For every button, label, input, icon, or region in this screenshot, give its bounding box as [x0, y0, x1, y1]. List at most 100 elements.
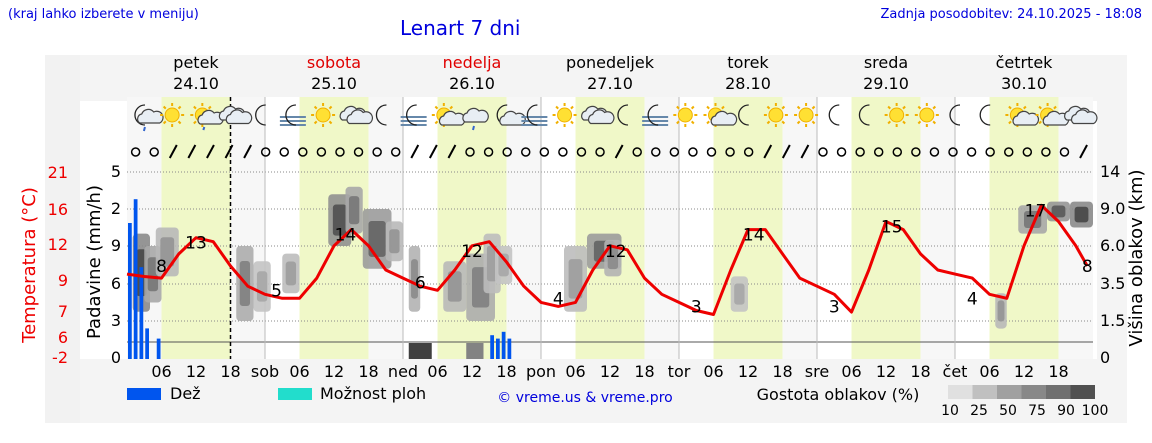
cloud-icon: [1064, 105, 1098, 125]
sun-ray: [1008, 120, 1012, 125]
wind-calm-icon: [260, 147, 271, 157]
temp-tick-label: 7: [58, 302, 68, 321]
sun-ray: [796, 120, 801, 125]
cloud-height-tick-label: 1.5: [1100, 311, 1125, 330]
wind-calm-icon: [706, 147, 717, 157]
wind-calm-icon: [743, 147, 754, 157]
temperature-line: [126, 203, 1089, 316]
hour-tick-label: 12: [600, 362, 620, 381]
sun-icon: [315, 107, 331, 123]
sun-ray: [902, 105, 906, 110]
sun-ray: [449, 105, 454, 110]
day-short-label: pon: [526, 362, 556, 381]
sun-icon: [552, 103, 577, 127]
sun-ray: [328, 105, 333, 110]
hour-tick-label: 18: [772, 362, 792, 381]
wind-barb-icon: [224, 144, 234, 159]
day-date: 24.10: [173, 74, 219, 93]
temperature-label: 13: [185, 234, 207, 254]
sun-icon: [884, 103, 909, 127]
rain-bar: [490, 335, 494, 359]
precip-tick-label: 3: [111, 311, 121, 330]
wind-calm-icon: [520, 147, 531, 157]
sun-cloud-icon: [1035, 103, 1070, 127]
cloud-density-core: [607, 247, 619, 270]
sun-ray: [932, 120, 937, 125]
wind-calm-icon: [1041, 147, 1051, 157]
cloud-density-swatch: [1046, 385, 1071, 399]
fog-icon: [400, 104, 427, 126]
sun-cloud-icon: [1005, 103, 1040, 127]
moon-icon: [617, 104, 629, 126]
wind-barb-icon: [447, 144, 457, 159]
day-header-bg: [80, 55, 1127, 101]
cloud-height-tick-label: 0: [1100, 348, 1110, 367]
daytime-band: [575, 97, 645, 359]
moon-icon: [647, 104, 659, 126]
sun-ray: [570, 105, 574, 110]
wind-calm-icon: [929, 147, 940, 157]
sun-ray: [796, 105, 801, 110]
daytime-band: [713, 97, 783, 359]
day-name: ponedeljek: [566, 53, 655, 72]
sun-ray: [766, 120, 771, 125]
moon-icon: [858, 104, 870, 126]
day-name: četrtek: [996, 53, 1054, 72]
cloud-height-tick-label: 3.5: [1100, 274, 1125, 293]
hour-tick-label: 12: [738, 362, 758, 381]
sun-ray: [676, 105, 680, 110]
moon-icon: [285, 104, 296, 126]
sun-icon: [914, 103, 939, 127]
wind-calm-icon: [372, 147, 382, 157]
low-cloud-block: [408, 343, 432, 359]
day-short-label: sre: [805, 362, 829, 381]
sun-ray: [434, 120, 439, 125]
wind-calm-icon: [911, 147, 921, 157]
cloud-density-core: [1074, 206, 1089, 223]
low-cloud-block: [466, 343, 484, 359]
sun-ray: [313, 120, 318, 125]
moon-icon: [979, 104, 991, 126]
day-name: torek: [727, 53, 769, 72]
cloud-density-swatch: [948, 385, 973, 399]
wind-calm-icon: [130, 147, 141, 157]
day-name: petek: [173, 53, 219, 72]
wind-barb-icon: [243, 144, 252, 159]
cloud-icon: [137, 108, 164, 124]
hour-tick-label: 12: [876, 362, 896, 381]
storm-legend-label: Možnost ploh: [320, 384, 426, 403]
temperature-label: 12: [461, 242, 483, 262]
sun-ray: [902, 120, 906, 125]
temperature-label: 4: [967, 289, 978, 309]
wind-calm-icon: [688, 147, 698, 157]
hour-tick-label: 18: [910, 362, 930, 381]
cloud-density-core: [147, 257, 159, 292]
temp-axis-title: Temperatura (°C): [19, 187, 40, 344]
temperature-label: 4: [553, 289, 564, 309]
wind-calm-icon: [1003, 147, 1014, 157]
cloud-density-swatch: [1021, 385, 1046, 399]
temperature-label: 6: [415, 273, 426, 293]
sun-ray: [932, 105, 937, 110]
rain-drop: [202, 126, 206, 131]
cloud-density-core: [160, 237, 175, 267]
cloud-height-tick-label: 9.0: [1100, 199, 1125, 218]
wind-calm-icon: [818, 147, 828, 157]
left-panel: [45, 55, 80, 423]
precip-tick-label: 9: [111, 236, 121, 255]
sun-icon: [919, 107, 935, 123]
sun-ray: [706, 105, 710, 110]
moon-cloud-icon: [496, 104, 526, 126]
location-hint[interactable]: (kraj lahko izberete v meniju): [8, 7, 199, 22]
sun-ray: [690, 105, 695, 110]
sun-ray: [721, 105, 725, 110]
rain-bar: [501, 331, 506, 359]
day-date: 26.10: [449, 74, 495, 93]
wind-barb-icon: [614, 144, 624, 159]
wind-calm-icon: [651, 147, 661, 157]
wind-barb-icon: [763, 144, 773, 159]
wind-calm-icon: [892, 147, 903, 157]
sun-icon: [889, 107, 905, 123]
sun-icon: [160, 103, 185, 127]
temperature-label: 3: [691, 298, 702, 318]
